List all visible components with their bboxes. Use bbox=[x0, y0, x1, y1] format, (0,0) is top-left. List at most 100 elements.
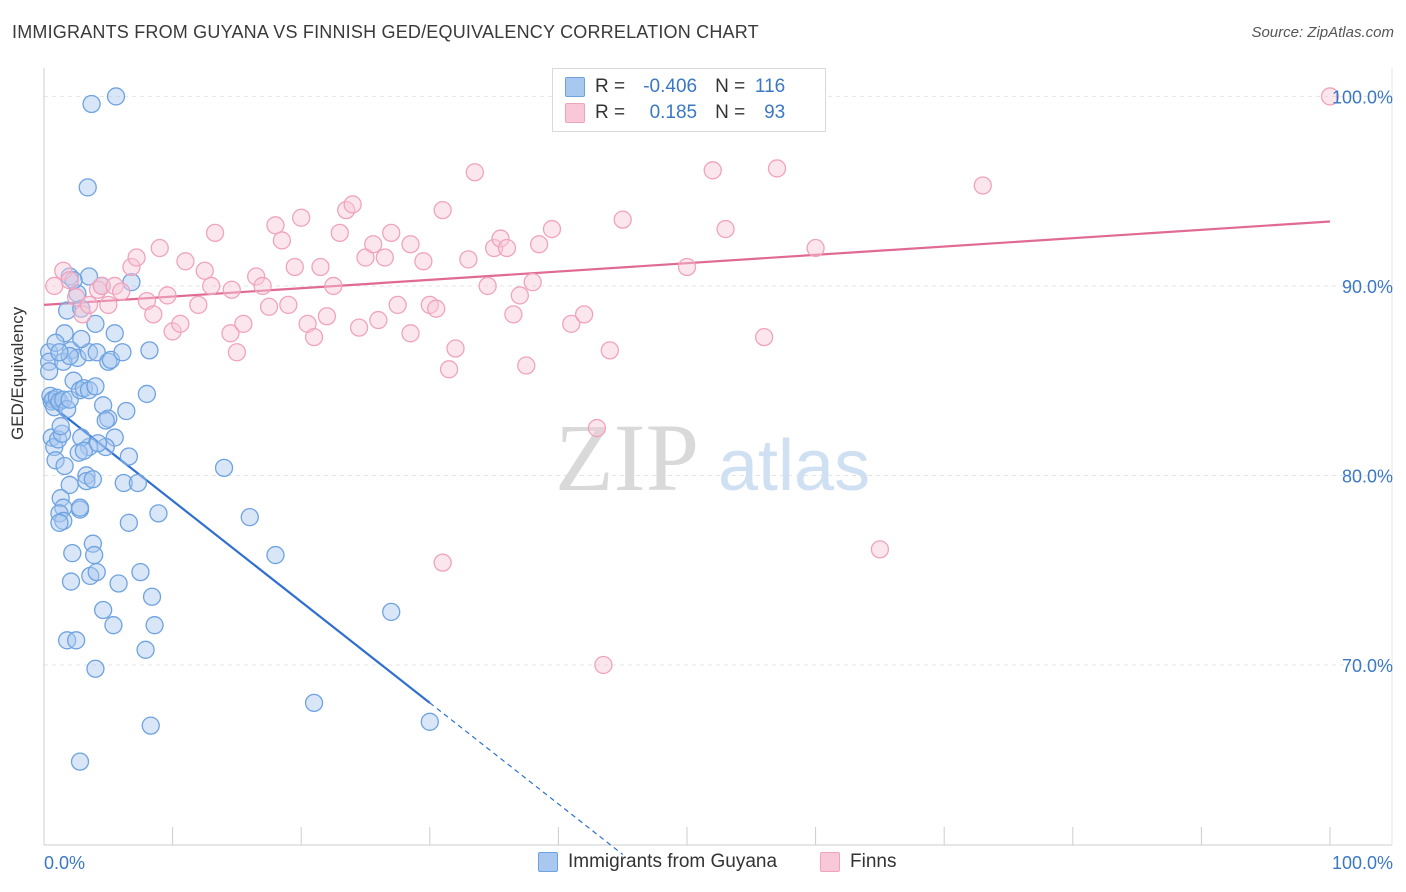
guyana-point bbox=[54, 390, 73, 409]
legend-swatch-finns bbox=[565, 103, 585, 123]
guyana-point bbox=[113, 343, 132, 362]
guyana-point bbox=[70, 752, 90, 771]
guyana-point bbox=[119, 447, 139, 466]
finns-point bbox=[349, 318, 369, 337]
guyana-point bbox=[240, 507, 259, 527]
finns-point bbox=[529, 235, 549, 254]
finns-point bbox=[439, 360, 459, 379]
finns-point bbox=[562, 314, 581, 333]
finns-point bbox=[465, 163, 484, 182]
guyana-point bbox=[96, 411, 115, 430]
finns-point bbox=[259, 297, 279, 316]
x-tick-label: 0.0% bbox=[44, 853, 85, 873]
data-points bbox=[39, 87, 1340, 771]
legend-label-guyana: Immigrants from Guyana bbox=[568, 851, 778, 872]
finns-point bbox=[73, 305, 92, 324]
finns-point bbox=[285, 257, 304, 277]
guyana-point bbox=[39, 343, 59, 362]
guyana-point bbox=[82, 94, 101, 114]
trend-lines bbox=[43, 220, 1331, 855]
guyana-point bbox=[142, 587, 162, 606]
finns-point bbox=[574, 305, 594, 324]
guyana-point bbox=[104, 616, 123, 635]
finns-point bbox=[99, 295, 118, 315]
legend-r-label: R = bbox=[595, 76, 626, 97]
guyana-point bbox=[106, 87, 126, 106]
finns-point bbox=[613, 210, 632, 229]
finns-point bbox=[253, 276, 272, 296]
finns-point bbox=[510, 286, 529, 305]
guyana-point bbox=[131, 562, 150, 582]
guyana-point bbox=[266, 545, 285, 565]
legend-swatch-guyana bbox=[538, 852, 558, 872]
guyana-point bbox=[46, 451, 65, 470]
legend-n-label: N = bbox=[715, 102, 746, 123]
guyana-point bbox=[141, 716, 160, 735]
guyana-point bbox=[51, 417, 70, 436]
guyana-point bbox=[94, 600, 113, 620]
guyana-point bbox=[382, 602, 401, 622]
guyana-point bbox=[99, 352, 118, 371]
finns-point bbox=[163, 322, 182, 341]
finns-point bbox=[446, 339, 465, 358]
finns-point bbox=[677, 257, 697, 277]
legend-n-value: 116 bbox=[754, 76, 786, 97]
finns-point bbox=[343, 195, 362, 214]
finns-point bbox=[324, 276, 343, 296]
finns-point bbox=[600, 341, 619, 360]
guyana-point bbox=[420, 712, 439, 731]
finns-point bbox=[79, 295, 99, 315]
finns-point bbox=[587, 418, 607, 438]
guyana-trend-extension bbox=[429, 702, 624, 855]
guyana-point bbox=[85, 545, 104, 565]
guyana-point bbox=[52, 424, 72, 443]
guyana-point bbox=[46, 333, 65, 352]
legend-row-finns: R = 0.185 N = 93 bbox=[565, 101, 785, 125]
legend-r-value: -0.406 bbox=[643, 76, 698, 97]
finns-point bbox=[523, 272, 542, 292]
guyana-point bbox=[88, 434, 108, 453]
guyana-trend-line bbox=[43, 398, 431, 704]
guyana-point bbox=[86, 377, 105, 396]
finns-point bbox=[542, 219, 562, 239]
watermark-zip: ZIP bbox=[555, 404, 699, 511]
chart-title: IMMIGRANTS FROM GUYANA VS FINNISH GED/EQ… bbox=[12, 22, 759, 42]
guyana-point bbox=[63, 544, 82, 563]
finns-point bbox=[870, 540, 890, 559]
tick-labels: 70.0% 80.0% 90.0% 100.0% 0.0% 100.0% bbox=[44, 87, 1393, 873]
finns-point bbox=[330, 223, 349, 243]
y-axis-label: GED/Equivalency bbox=[8, 306, 27, 440]
finns-point bbox=[755, 327, 774, 347]
legend-swatch-finns bbox=[820, 852, 840, 872]
finns-point bbox=[60, 271, 79, 290]
finns-point bbox=[401, 235, 420, 254]
guyana-point bbox=[136, 640, 155, 659]
guyana-point bbox=[83, 470, 103, 489]
finns-point bbox=[195, 261, 214, 280]
legend-swatch-guyana bbox=[565, 77, 585, 97]
finns-point bbox=[45, 276, 64, 296]
guyana-point bbox=[86, 659, 105, 678]
finns-point bbox=[92, 276, 112, 296]
guyana-point bbox=[72, 428, 91, 447]
finns-point bbox=[427, 299, 446, 318]
finns-point bbox=[388, 295, 407, 315]
guyana-point bbox=[128, 473, 148, 493]
guyana-point bbox=[60, 346, 79, 366]
legend-n-value: 93 bbox=[764, 102, 786, 123]
finns-point bbox=[171, 314, 190, 333]
finns-point bbox=[189, 295, 208, 315]
finns-point bbox=[176, 252, 195, 271]
finns-point bbox=[158, 286, 177, 305]
finns-point bbox=[375, 248, 394, 267]
finns-point bbox=[364, 235, 383, 254]
finns-point bbox=[401, 324, 420, 343]
guyana-point bbox=[145, 616, 164, 635]
finns-point bbox=[227, 343, 247, 362]
finns-point bbox=[1320, 87, 1340, 106]
guyana-point bbox=[137, 384, 157, 404]
source-label: Source: ZipAtlas.com bbox=[1251, 24, 1394, 41]
finns-point bbox=[433, 200, 452, 220]
finns-point bbox=[517, 356, 536, 375]
finns-point bbox=[484, 238, 504, 258]
